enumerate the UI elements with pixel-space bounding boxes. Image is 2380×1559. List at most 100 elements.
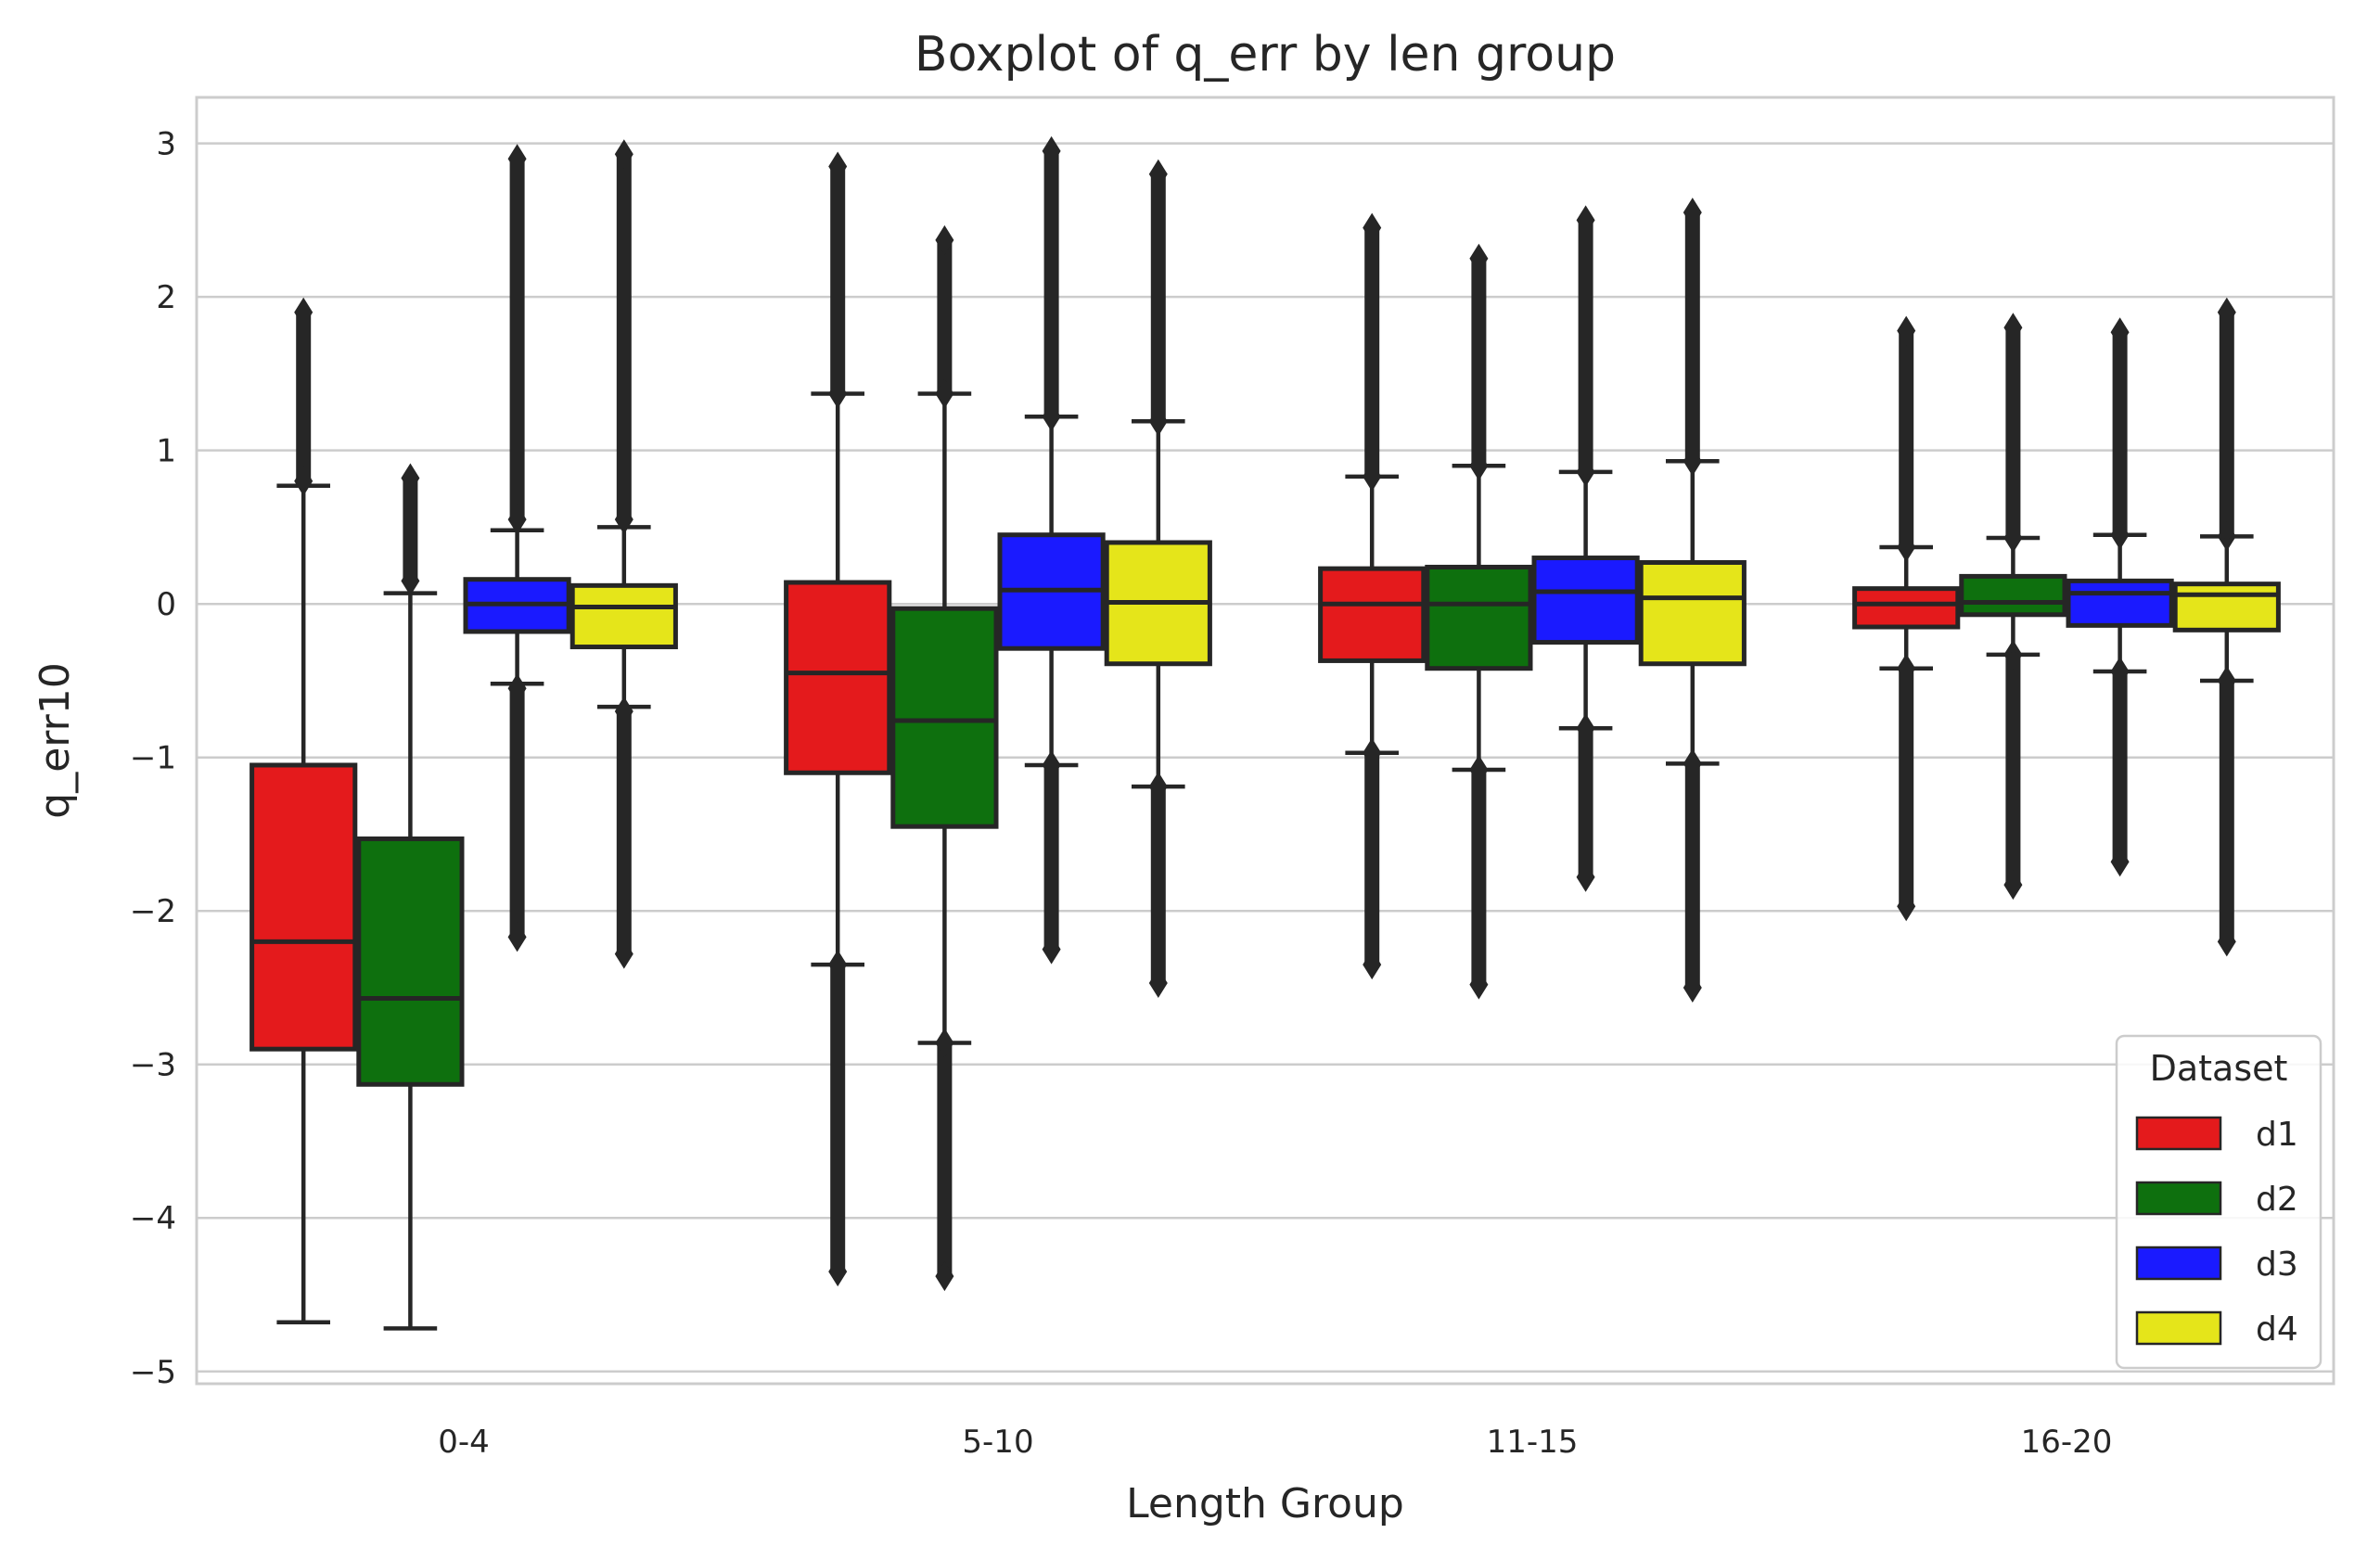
outlier-cluster	[1043, 150, 1059, 417]
legend-label-d3: d3	[2256, 1246, 2298, 1284]
outlier-cluster	[616, 154, 632, 520]
box-d4-16-20	[2172, 297, 2281, 957]
outlier-cluster	[1684, 763, 1700, 988]
plot-frame	[195, 96, 2335, 1386]
outlier-point	[1897, 891, 1916, 922]
outlier-cluster	[509, 159, 525, 520]
box-layer	[250, 135, 2281, 1331]
y-axis-ticks: 3 2 1 0 −1 −2 −3 −4 −5	[130, 126, 176, 1391]
outlier-point	[1042, 135, 1061, 166]
outlier-point	[294, 466, 313, 496]
y-tick-label: −3	[130, 1047, 176, 1084]
outlier-point	[2217, 926, 2236, 957]
outlier-cluster	[2112, 671, 2128, 863]
outlier-point	[1148, 968, 1168, 999]
x-tick-label: 5-10	[962, 1424, 1033, 1461]
y-tick-label: 1	[156, 433, 176, 470]
outlier-point	[401, 463, 420, 493]
box-d1-16-20	[1852, 315, 1961, 922]
outlier-cluster	[1364, 752, 1380, 965]
chart-title: Boxplot of q_err by len group	[915, 27, 1616, 83]
x-tick-label: 11-15	[1487, 1424, 1579, 1461]
box-body	[2172, 581, 2281, 633]
outlier-point	[1042, 934, 1061, 965]
box-body	[1318, 566, 1427, 663]
box-d3-0-4	[463, 144, 571, 952]
outlier-cluster	[2112, 332, 2128, 535]
outlier-point	[1576, 205, 1595, 236]
box-body	[1425, 564, 1533, 671]
outlier-point	[828, 151, 848, 182]
box-d4-11-15	[1638, 198, 1747, 1003]
box-d2-16-20	[1959, 313, 2067, 901]
y-tick-label: −4	[130, 1200, 176, 1237]
outlier-cluster	[1684, 212, 1700, 462]
box-d3-16-20	[2066, 317, 2174, 877]
outlier-point	[1683, 198, 1702, 228]
outlier-point	[2110, 317, 2130, 348]
x-tick-label: 16-20	[2021, 1424, 2113, 1461]
box-d4-5-10	[1104, 159, 1212, 999]
outlier-cluster	[403, 478, 418, 581]
box-body	[1959, 573, 2067, 618]
outlier-point	[1148, 159, 1168, 189]
y-tick-label: −5	[130, 1354, 176, 1391]
outlier-cluster	[1899, 668, 1914, 907]
y-tick-label: 0	[156, 586, 176, 623]
box-body	[569, 582, 678, 650]
outlier-point	[1897, 315, 1916, 346]
outlier-point	[935, 224, 954, 255]
outlier-cluster	[937, 1042, 953, 1277]
outlier-point	[935, 1261, 954, 1292]
box-body	[890, 606, 999, 829]
box-body	[2066, 578, 2174, 628]
outlier-point	[2003, 313, 2023, 343]
outlier-cluster	[1578, 728, 1593, 877]
outlier-point	[507, 922, 527, 952]
box-d2-5-10	[890, 224, 999, 1292]
box-d2-0-4	[356, 463, 465, 1331]
legend: Dataset d1 d2 d3 d4	[2115, 1034, 2322, 1370]
box-body	[1531, 556, 1640, 645]
box-d4-0-4	[569, 139, 678, 969]
outlier-cluster	[1578, 220, 1593, 472]
outlier-cluster	[1043, 764, 1059, 950]
outlier-cluster	[2219, 680, 2234, 942]
outlier-cluster	[509, 688, 525, 938]
legend-swatch-d4	[2135, 1310, 2222, 1346]
y-tick-label: −1	[130, 740, 176, 777]
outlier-point	[2217, 297, 2236, 327]
box-d3-5-10	[997, 135, 1106, 965]
box-body	[1852, 586, 1961, 630]
outlier-point	[828, 1257, 848, 1287]
outlier-point	[1683, 972, 1702, 1003]
outlier-cluster	[1150, 173, 1166, 422]
outlier-cluster	[296, 312, 312, 481]
outlier-cluster	[1150, 786, 1166, 984]
box-d1-0-4	[250, 297, 358, 1325]
legend-swatch-d3	[2135, 1246, 2222, 1281]
outlier-cluster	[2219, 312, 2234, 537]
y-axis-label: q_err10	[32, 662, 79, 818]
outlier-point	[1363, 950, 1382, 980]
outlier-point	[507, 144, 527, 174]
outlier-point	[401, 566, 420, 596]
outlier-point	[1469, 243, 1489, 274]
outlier-point	[614, 696, 633, 727]
outlier-cluster	[1364, 227, 1380, 477]
box-d1-5-10	[784, 151, 892, 1287]
legend-swatch-d2	[2135, 1181, 2222, 1216]
outlier-cluster	[616, 711, 632, 954]
box-d2-11-15	[1425, 243, 1533, 1000]
box-body	[250, 762, 358, 1052]
outlier-cluster	[1899, 330, 1914, 547]
outlier-point	[2110, 847, 2130, 877]
legend-label-d4: d4	[2256, 1310, 2298, 1348]
outlier-cluster	[830, 166, 846, 394]
outlier-point	[614, 139, 633, 170]
outlier-cluster	[937, 239, 953, 394]
box-d1-11-15	[1318, 212, 1427, 980]
outlier-cluster	[2005, 654, 2021, 886]
outlier-point	[507, 505, 527, 535]
y-tick-label: −2	[130, 893, 176, 930]
